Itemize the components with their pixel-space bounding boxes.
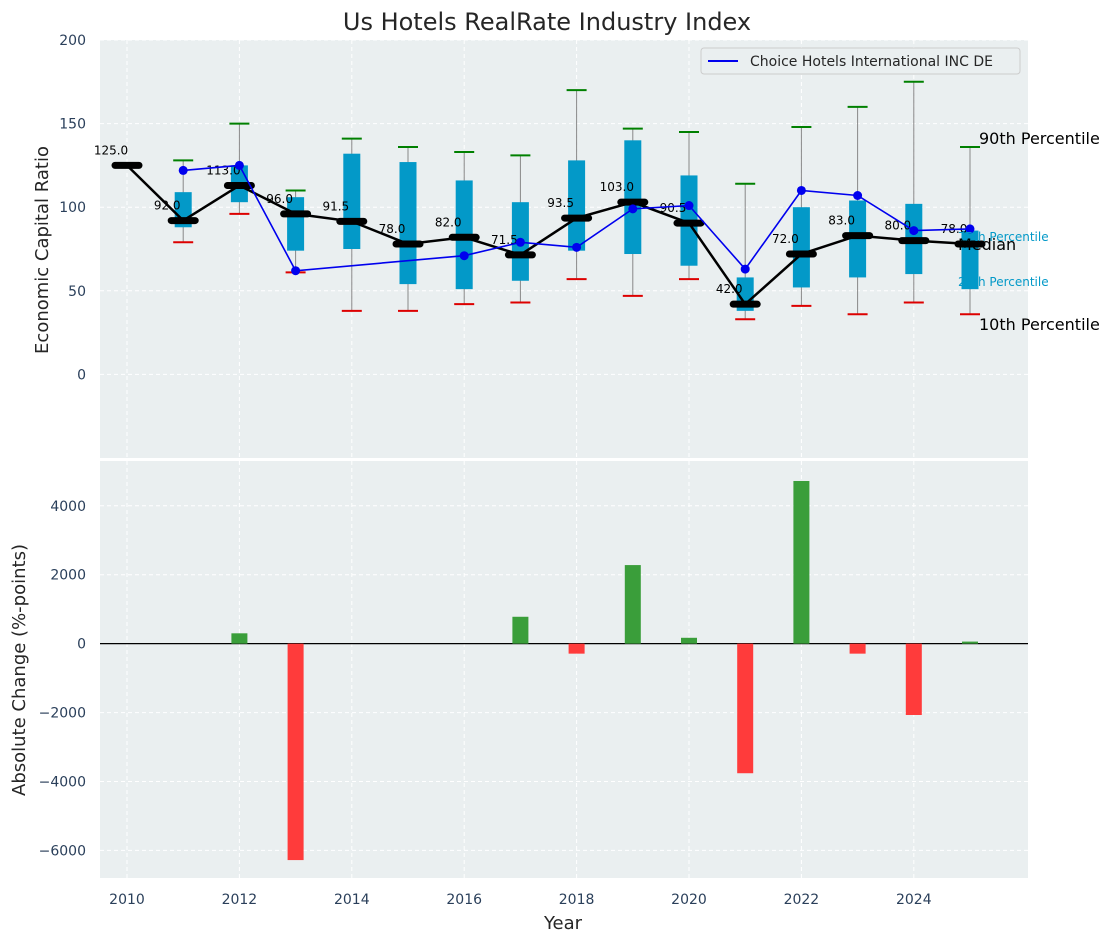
top-y-tick-label: 200	[59, 33, 86, 49]
iqr-box-2014	[343, 153, 361, 249]
chart-title: Us Hotels RealRate Industry Index	[343, 8, 751, 36]
median-value-label: 125.0	[94, 143, 128, 157]
company-point	[178, 165, 188, 175]
change-bar-2020	[681, 637, 697, 644]
median-value-label: 93.5	[547, 196, 574, 210]
company-point	[515, 237, 525, 247]
change-bar-2019	[624, 565, 641, 644]
company-point	[234, 160, 244, 170]
company-point	[796, 185, 806, 195]
x-tick-label: 2022	[784, 892, 820, 908]
x-tick-label: 2024	[896, 892, 932, 908]
median-value-label: 42.0	[716, 282, 743, 296]
company-point	[459, 251, 469, 261]
top-y-axis-label: Economic Capital Ratio	[32, 146, 53, 354]
median-value-label: 80.0	[884, 219, 911, 233]
company-point	[291, 266, 301, 276]
bottom-y-tick-label: −6000	[39, 843, 86, 859]
company-point	[628, 204, 638, 214]
median-value-label: 72.0	[772, 232, 799, 246]
x-tick-label: 2016	[446, 892, 482, 908]
company-point	[684, 201, 694, 211]
x-tick-label: 2014	[334, 892, 370, 908]
median-value-label: 82.0	[435, 215, 462, 229]
top-y-tick-label: 0	[77, 367, 86, 383]
bottom-panel-background	[100, 461, 1028, 878]
median-line	[126, 164, 971, 307]
top-y-tick-label: 100	[59, 200, 86, 216]
iqr-box-2019	[624, 140, 642, 255]
change-bar-2025	[962, 641, 978, 644]
top-y-tick-label: 50	[68, 284, 86, 300]
iqr-box-2015	[399, 162, 417, 285]
x-tick-labels: 2010 2012 2014 2016 2018 2020 2022 2024	[109, 892, 932, 908]
company-point	[740, 264, 750, 274]
bottom-y-tick-label: 2000	[50, 568, 86, 584]
p25-annotation: 25th Percentile	[958, 275, 1049, 289]
x-tick-label: 2020	[671, 892, 707, 908]
median-value-label: 71.5	[491, 233, 518, 247]
median-annotation: Median	[958, 235, 1016, 254]
company-point	[853, 190, 863, 200]
median-value-label: 103.0	[600, 180, 634, 194]
legend-box	[700, 47, 1021, 75]
change-bar-2013	[287, 643, 304, 861]
change-bar-2012	[231, 633, 248, 644]
x-axis-label: Year	[543, 913, 583, 934]
change-bar-2017	[512, 616, 529, 644]
x-tick-label: 2018	[559, 892, 595, 908]
median-value-label: 90.5	[660, 201, 687, 215]
median-value-label: 96.0	[266, 192, 293, 206]
company-point	[909, 226, 919, 236]
bottom-y-axis-label: Absolute Change (%-points)	[9, 544, 30, 796]
x-tick-label: 2010	[109, 892, 145, 908]
top-grid	[100, 39, 1028, 458]
change-bar-2022	[793, 480, 810, 644]
median-value-label: 91.5	[322, 199, 349, 213]
top-y-tick-labels: 0 50 100 150 200	[59, 33, 86, 383]
change-bar-2018	[568, 643, 585, 654]
bottom-y-tick-labels: −6000 −4000 −2000 0 2000 4000	[39, 499, 86, 860]
bottom-y-tick-label: −4000	[39, 775, 86, 791]
change-bar-2023	[849, 643, 866, 654]
bottom-y-tick-label: 4000	[50, 499, 86, 515]
company-point	[965, 224, 975, 234]
legend-label: Choice Hotels International INC DE	[750, 54, 993, 70]
median-value-label: 92.0	[154, 199, 181, 213]
p90-annotation: 90th Percentile	[979, 129, 1100, 148]
p10-annotation: 10th Percentile	[979, 315, 1100, 334]
top-panel-background	[100, 40, 1028, 458]
bottom-y-tick-label: 0	[77, 637, 86, 653]
change-bar-2024	[905, 643, 922, 715]
median-value-label: 78.0	[379, 222, 406, 236]
x-tick-label: 2012	[222, 892, 258, 908]
top-y-tick-label: 150	[59, 117, 86, 133]
bottom-plot-marks	[100, 480, 1028, 861]
iqr-box-2022	[792, 207, 810, 288]
iqr-box-2018	[568, 160, 586, 251]
company-point	[572, 242, 582, 252]
bottom-y-tick-label: −2000	[39, 706, 86, 722]
median-value-label: 83.0	[828, 214, 855, 228]
p75-annotation: 75th Percentile	[958, 230, 1049, 244]
legend: Choice Hotels International INC DE	[700, 47, 1021, 75]
change-bar-2021	[737, 643, 754, 774]
